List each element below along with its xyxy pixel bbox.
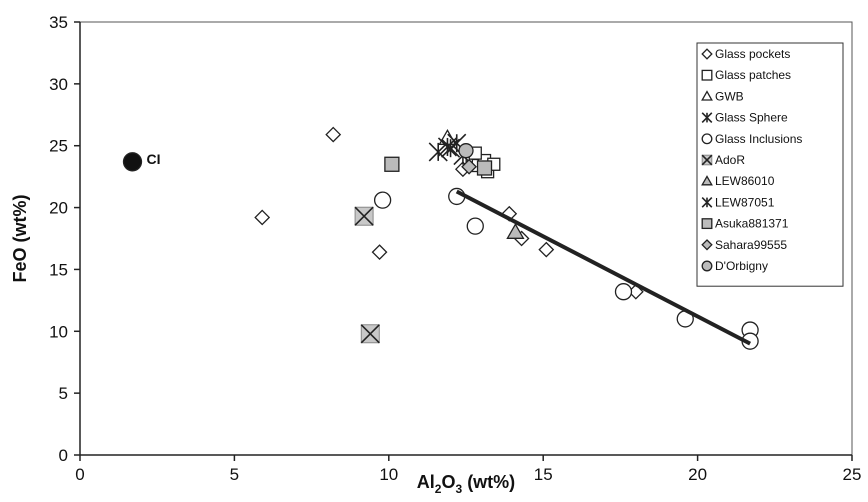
legend-marker-gwb: [701, 90, 713, 101]
legend-entry-lew87051: LEW87051: [715, 195, 775, 209]
legend-entry-asuka881371: Asuka881371: [715, 217, 789, 231]
annotation-label: CI: [146, 151, 160, 167]
legend-marker-d-orbigny: [701, 260, 713, 272]
legend-marker-lew86010: [701, 175, 713, 186]
point-glass-inclusions: [373, 191, 392, 209]
x-axis-title: Al2O3 (wt%): [417, 472, 515, 496]
x-tick-label: 20: [688, 465, 707, 484]
x-tick-label: 15: [534, 465, 553, 484]
point-lew86010: [506, 223, 525, 239]
point-reference: [122, 152, 143, 172]
legend-marker-glass-patches-shape: [701, 69, 713, 81]
legend-marker-glass-pockets: [701, 48, 713, 60]
data-marks: [122, 126, 759, 350]
point-glass-pockets: [254, 209, 271, 226]
point-glass-inclusions: [466, 217, 484, 235]
legend-marker-lew87051: [701, 197, 713, 208]
axes: 0 5 10 15 20 25 30 35 0 5 10 15 20 25 FeO (wt%) Al2O3 (…: [10, 13, 861, 496]
legend-box: [696, 42, 844, 287]
point-glass-pockets-shape: [371, 244, 388, 261]
point-glass-inclusions: [614, 283, 633, 301]
point-asuka881371: [384, 156, 400, 172]
y-tick-label: 5: [59, 384, 68, 403]
point-glass-pockets-shape: [538, 241, 555, 258]
legend-entry-glass-inclusions: Glass Inclusions: [715, 132, 802, 146]
legend-marker-gwb-shape: [701, 90, 713, 101]
point-glass-pockets-shape: [254, 209, 271, 226]
point-lew86010-shape: [506, 223, 525, 239]
point-glass-pockets: [325, 126, 342, 143]
point-glass-inclusions-shape: [614, 283, 633, 301]
legend-marker-d-orbigny-shape: [701, 260, 713, 272]
legend: Glass pockets Glass patches GWB Glass Spher…: [696, 42, 844, 287]
point-reference-shape: [122, 152, 143, 172]
point-asuka881371-shape: [476, 160, 493, 176]
legend-marker-lew86010-shape: [701, 175, 713, 186]
legend-entry-lew86010: LEW86010: [715, 174, 775, 188]
legend-marker-glass-pockets-shape: [701, 48, 713, 60]
legend-entry-glass-sphere: Glass Sphere: [715, 111, 788, 125]
trendline: [455, 189, 752, 346]
y-tick-label: 15: [49, 260, 68, 279]
legend-marker-glass-inclusions-shape: [701, 133, 713, 145]
legend-entry-d-orbigny: D'Orbigny: [715, 259, 768, 273]
y-tick-label: 10: [49, 322, 68, 341]
legend-marker-ador-stroke: [701, 154, 713, 166]
y-tick-label: 35: [49, 13, 68, 32]
point-d-orbigny: [458, 143, 474, 159]
legend-marker-ador: [701, 154, 713, 166]
point-glass-pockets: [538, 241, 555, 258]
point-sahara99555-shape: [461, 158, 478, 175]
legend-marker-glass-inclusions: [701, 133, 713, 145]
legend-marker-sahara99555-shape: [701, 239, 713, 251]
point-glass-inclusions-shape: [466, 217, 484, 235]
y-axis-title: FeO (wt%): [10, 194, 30, 282]
x-tick-label: 5: [230, 465, 239, 484]
point-ador-stroke: [354, 206, 374, 226]
y-tick-label: 20: [49, 199, 68, 218]
point-glass-sphere: [428, 142, 448, 162]
trendline-group: [455, 189, 752, 346]
x-tick-label: 0: [75, 465, 84, 484]
y-tick-label: 25: [49, 137, 68, 156]
annotations: CI: [146, 151, 160, 167]
y-tick-label: 0: [59, 446, 68, 465]
point-ador: [360, 324, 380, 344]
legend-entry-gwb: GWB: [715, 89, 744, 103]
point-d-orbigny-shape: [458, 143, 474, 159]
point-ador-stroke: [360, 324, 380, 344]
legend-marker-asuka881371-shape: [701, 218, 713, 230]
point-lew87051: [440, 138, 461, 158]
legend-marker-glass-patches: [701, 69, 713, 81]
legend-entry-ador: AdoR: [715, 153, 745, 167]
point-asuka881371-shape: [384, 156, 400, 172]
legend-entry-sahara99555: Sahara99555: [715, 238, 787, 252]
y-tick-label: 30: [49, 75, 68, 94]
point-glass-pockets: [371, 244, 388, 261]
legend-marker-sahara99555: [701, 239, 713, 251]
legend-entry-glass-pockets: Glass pockets: [715, 47, 790, 61]
point-glass-inclusions-shape: [373, 191, 392, 209]
legend-marker-asuka881371: [701, 218, 713, 230]
legend-entry-glass-patches: Glass patches: [715, 68, 791, 82]
point-asuka881371: [476, 160, 493, 176]
x-tick-label: 10: [379, 465, 398, 484]
point-ador: [354, 206, 374, 226]
point-glass-pockets-shape: [325, 126, 342, 143]
x-tick-label: 25: [843, 465, 862, 484]
legend-marker-glass-sphere: [701, 112, 713, 123]
point-sahara99555: [461, 158, 478, 175]
